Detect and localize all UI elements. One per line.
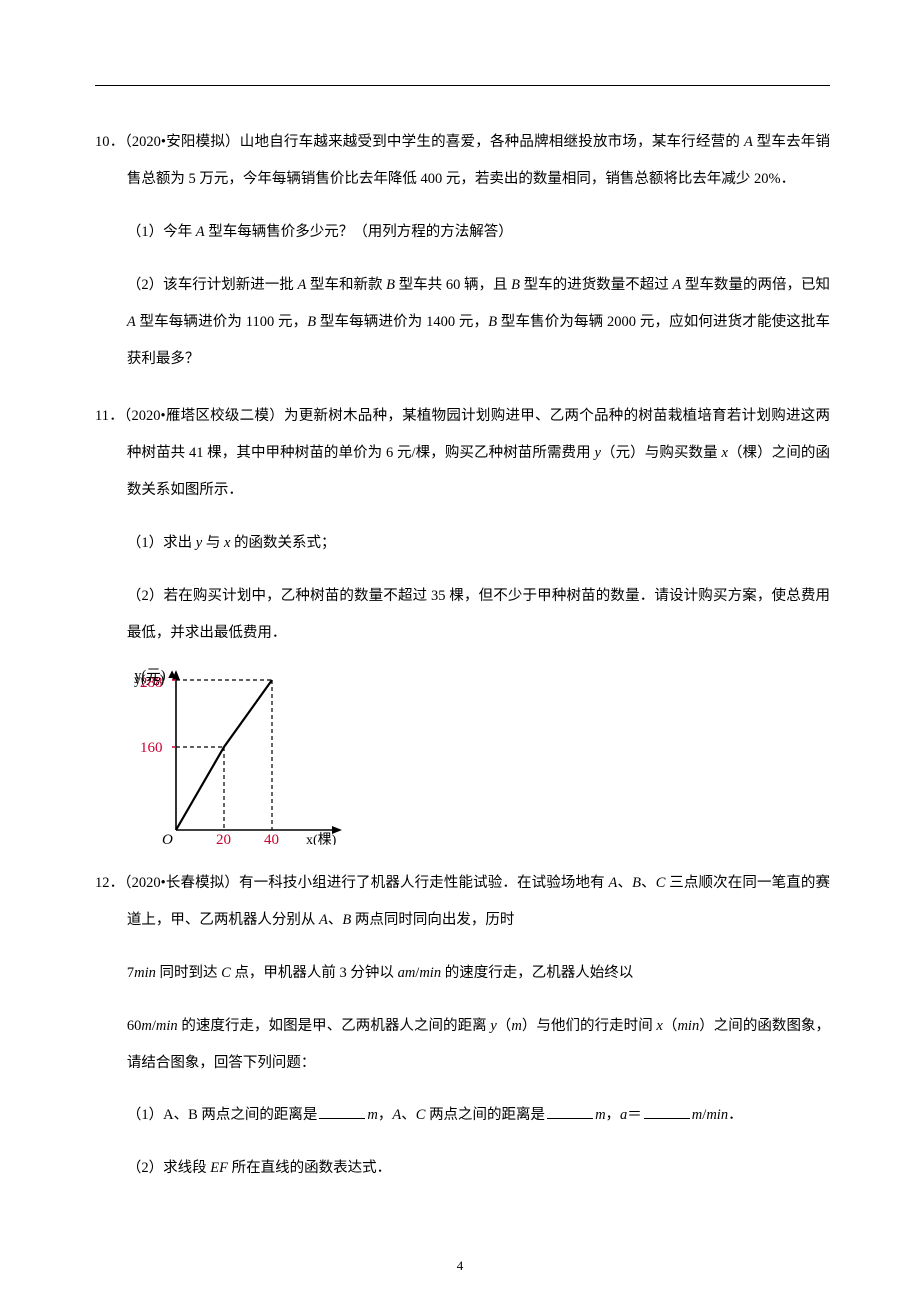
problem-10: 10．（2020•安阳模拟）山地自行车越来越受到中学生的喜爱，各种品牌相继投放市… xyxy=(95,124,830,378)
problem-10-sub2: （2）该车行计划新进一批 A 型车和新款 B 型车共 60 辆，且 B 型车的进… xyxy=(95,267,830,378)
problem-12-stem-line2: 7min 同时到达 C 点，甲机器人前 3 分钟以 am/min 的速度行走，乙… xyxy=(95,955,830,992)
chart-svg-wrap: y(元) 160 288 O 20 40 x(棵) y(元) y(元)▲ y(元… xyxy=(130,670,350,845)
problem-source: （2020•雁塔区校级二模） xyxy=(124,408,284,424)
problem-12: 12．（2020•长春模拟）有一科技小组进行了机器人行走性能试验．在试验场地有 … xyxy=(95,865,830,1188)
problem-number: 11． xyxy=(95,408,124,424)
problem-10-sub1: （1）今年 A 型车每辆售价多少元？（用列方程的方法解答） xyxy=(95,214,830,251)
problem-12-stem-line3: 60m/min 的速度行走，如图是甲、乙两机器人之间的距离 y（m）与他们的行走… xyxy=(95,1008,830,1082)
problem-number: 12． xyxy=(95,875,124,891)
problem-11-sub2: （2）若在购买计划中，乙种树苗的数量不超过 35 棵，但不少于甲种树苗的数量．请… xyxy=(95,578,830,652)
problem-12-sub1: （1）A、B 两点之间的距离是m，A、C 两点之间的距离是m，a＝m/min． xyxy=(95,1097,830,1134)
x-axis-label: x(棵) xyxy=(306,832,337,845)
blank-3 xyxy=(644,1104,690,1120)
problem-12-sub2: （2）求线段 EF 所在直线的函数表达式． xyxy=(95,1150,830,1187)
problem-11-chart: y(元) 160 288 O 20 40 x(棵) y(元) y(元)▲ y(元… xyxy=(95,670,830,845)
page-number: 4 xyxy=(0,1258,920,1274)
y-tick-160: 160 xyxy=(140,740,163,756)
y-axis-label: y(元)▲ xyxy=(134,664,178,685)
top-rule xyxy=(95,85,830,86)
line-chart: y(元) 160 288 O 20 40 x(棵) y(元) xyxy=(130,670,350,845)
origin-label: O xyxy=(162,832,173,845)
blank-2 xyxy=(547,1104,593,1120)
problem-number: 10． xyxy=(95,134,124,150)
problem-12-stem: 12．（2020•长春模拟）有一科技小组进行了机器人行走性能试验．在试验场地有 … xyxy=(95,865,830,939)
problem-source: （2020•长春模拟） xyxy=(124,875,239,891)
blank-1 xyxy=(319,1104,365,1120)
problem-11-sub1: （1）求出 y 与 x 的函数关系式； xyxy=(95,525,830,562)
page-content: 10．（2020•安阳模拟）山地自行车越来越受到中学生的喜爱，各种品牌相继投放市… xyxy=(0,0,920,1302)
problem-11-stem: 11．（2020•雁塔区校级二模）为更新树木品种，某植物园计划购进甲、乙两个品种… xyxy=(95,398,830,509)
x-tick-20: 20 xyxy=(216,832,231,845)
problem-11: 11．（2020•雁塔区校级二模）为更新树木品种，某植物园计划购进甲、乙两个品种… xyxy=(95,398,830,845)
problem-source: （2020•安阳模拟） xyxy=(124,134,239,150)
problem-10-stem: 10．（2020•安阳模拟）山地自行车越来越受到中学生的喜爱，各种品牌相继投放市… xyxy=(95,124,830,198)
x-tick-40: 40 xyxy=(264,832,279,845)
